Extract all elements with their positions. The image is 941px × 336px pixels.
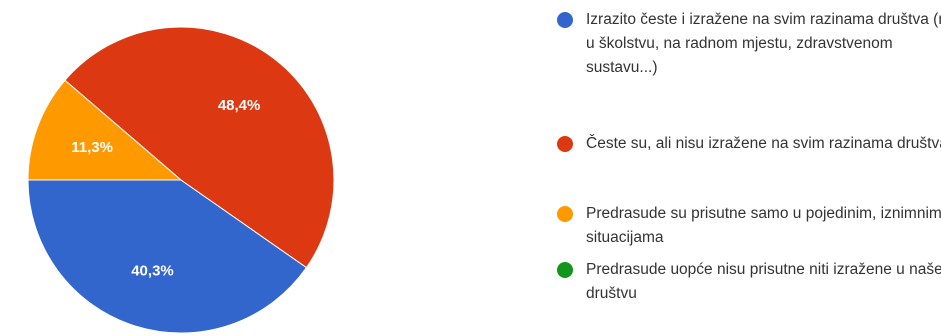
legend-swatch [557, 136, 573, 152]
legend-swatch [557, 262, 573, 278]
pie-labels: 40,3% 48,4% 11,3% [71, 97, 260, 280]
legend-swatch [557, 12, 573, 28]
pie-slice-1[interactable] [27, 179, 308, 334]
legend-item-4[interactable]: Predrasude uopće nisu prisutne niti izra… [556, 258, 941, 306]
legend-item-1[interactable]: Izrazito česte i izražene na svim razina… [556, 8, 941, 80]
legend-label: Izrazito česte i izražene na svim razina… [586, 11, 941, 76]
pie-slice-2[interactable] [64, 26, 335, 269]
legend-item-3[interactable]: Predrasude su prisutne samo u pojedinim,… [556, 202, 941, 250]
legend-label: Predrasude uopće nisu prisutne niti izra… [586, 261, 941, 302]
legend-label: Predrasude su prisutne samo u pojedinim,… [586, 205, 941, 246]
legend-item-2[interactable]: Česte su, ali nisu izražene na svim razi… [556, 132, 941, 156]
slice-label-1: 40,3% [131, 263, 174, 280]
legend-swatch [557, 206, 573, 222]
legend-label: Česte su, ali nisu izražene na svim razi… [586, 135, 941, 152]
pie-slice-3[interactable] [27, 79, 183, 181]
pie-slices [27, 26, 335, 334]
slice-label-3: 11,3% [71, 139, 113, 156]
slice-label-2: 48,4% [218, 97, 261, 114]
